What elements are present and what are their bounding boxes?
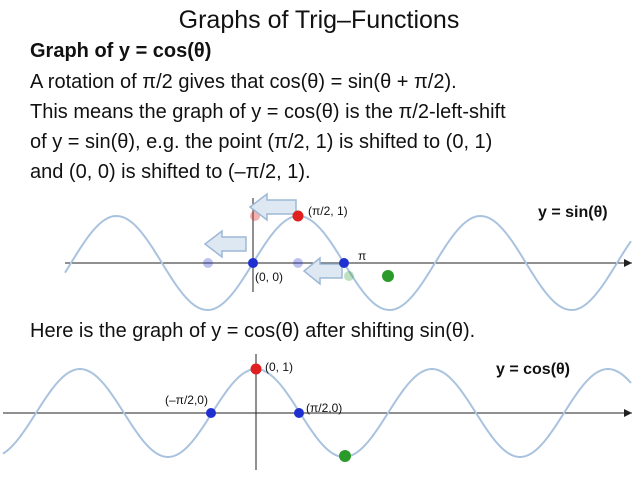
label-zero-one: (0, 1) — [265, 360, 293, 374]
label-neg-pi-half: (–π/2,0) — [165, 393, 208, 407]
graph2-x-axis-arrowhead — [624, 409, 632, 417]
red-point-zero-one — [250, 363, 262, 375]
green-point-min — [382, 270, 394, 282]
shift-arrow-top — [248, 192, 297, 222]
shift-arrow-bottom — [302, 256, 343, 286]
paragraph-line-1: A rotation of π/2 gives that cos(θ) = si… — [30, 71, 457, 93]
graph1-x-axis-arrowhead — [624, 259, 632, 267]
graph2-caption: Here is the graph of y = cos(θ) after sh… — [30, 320, 476, 342]
section-heading: Graph of y = cos(θ) — [30, 40, 212, 62]
shift-arrow-middle — [203, 229, 247, 259]
label-pi-half-one: (π/2, 1) — [308, 204, 348, 218]
red-point-pi-half-one — [292, 210, 304, 222]
paragraph-line-2: This means the graph of y = cos(θ) is th… — [30, 101, 506, 123]
cos-curve — [2, 368, 632, 458]
cos-graph: (0, 1) (–π/2,0) (π/2,0) y = cos(θ) — [2, 354, 632, 470]
green-point-min — [339, 450, 351, 462]
sin-curve — [64, 214, 632, 312]
label-origin: (0, 0) — [255, 270, 283, 284]
sin-graph-label: y = sin(θ) — [538, 204, 608, 221]
faded-blue-point-left — [203, 258, 213, 268]
blue-point-neg-pi-half — [206, 408, 216, 418]
label-pi-half: (π/2,0) — [306, 401, 342, 415]
faded-green-point — [344, 271, 354, 281]
paragraph-line-3: of y = sin(θ), e.g. the point (π/2, 1) i… — [30, 131, 493, 153]
cos-graph-label: y = cos(θ) — [496, 361, 570, 378]
blue-point-pi-half — [294, 408, 304, 418]
page-title: Graphs of Trig–Functions — [178, 6, 460, 34]
faded-blue-point-right — [293, 258, 303, 268]
sin-graph: (π/2, 1) (0, 0) π y = sin(θ) — [64, 192, 632, 312]
paragraph-line-4: and (0, 0) is shifted to (–π/2, 1). — [30, 161, 311, 183]
blue-point-origin — [248, 258, 258, 268]
blue-point-pi — [339, 258, 349, 268]
label-pi: π — [358, 249, 366, 263]
